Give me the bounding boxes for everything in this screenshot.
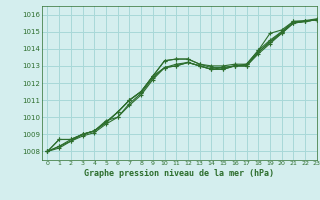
X-axis label: Graphe pression niveau de la mer (hPa): Graphe pression niveau de la mer (hPa) <box>84 169 274 178</box>
